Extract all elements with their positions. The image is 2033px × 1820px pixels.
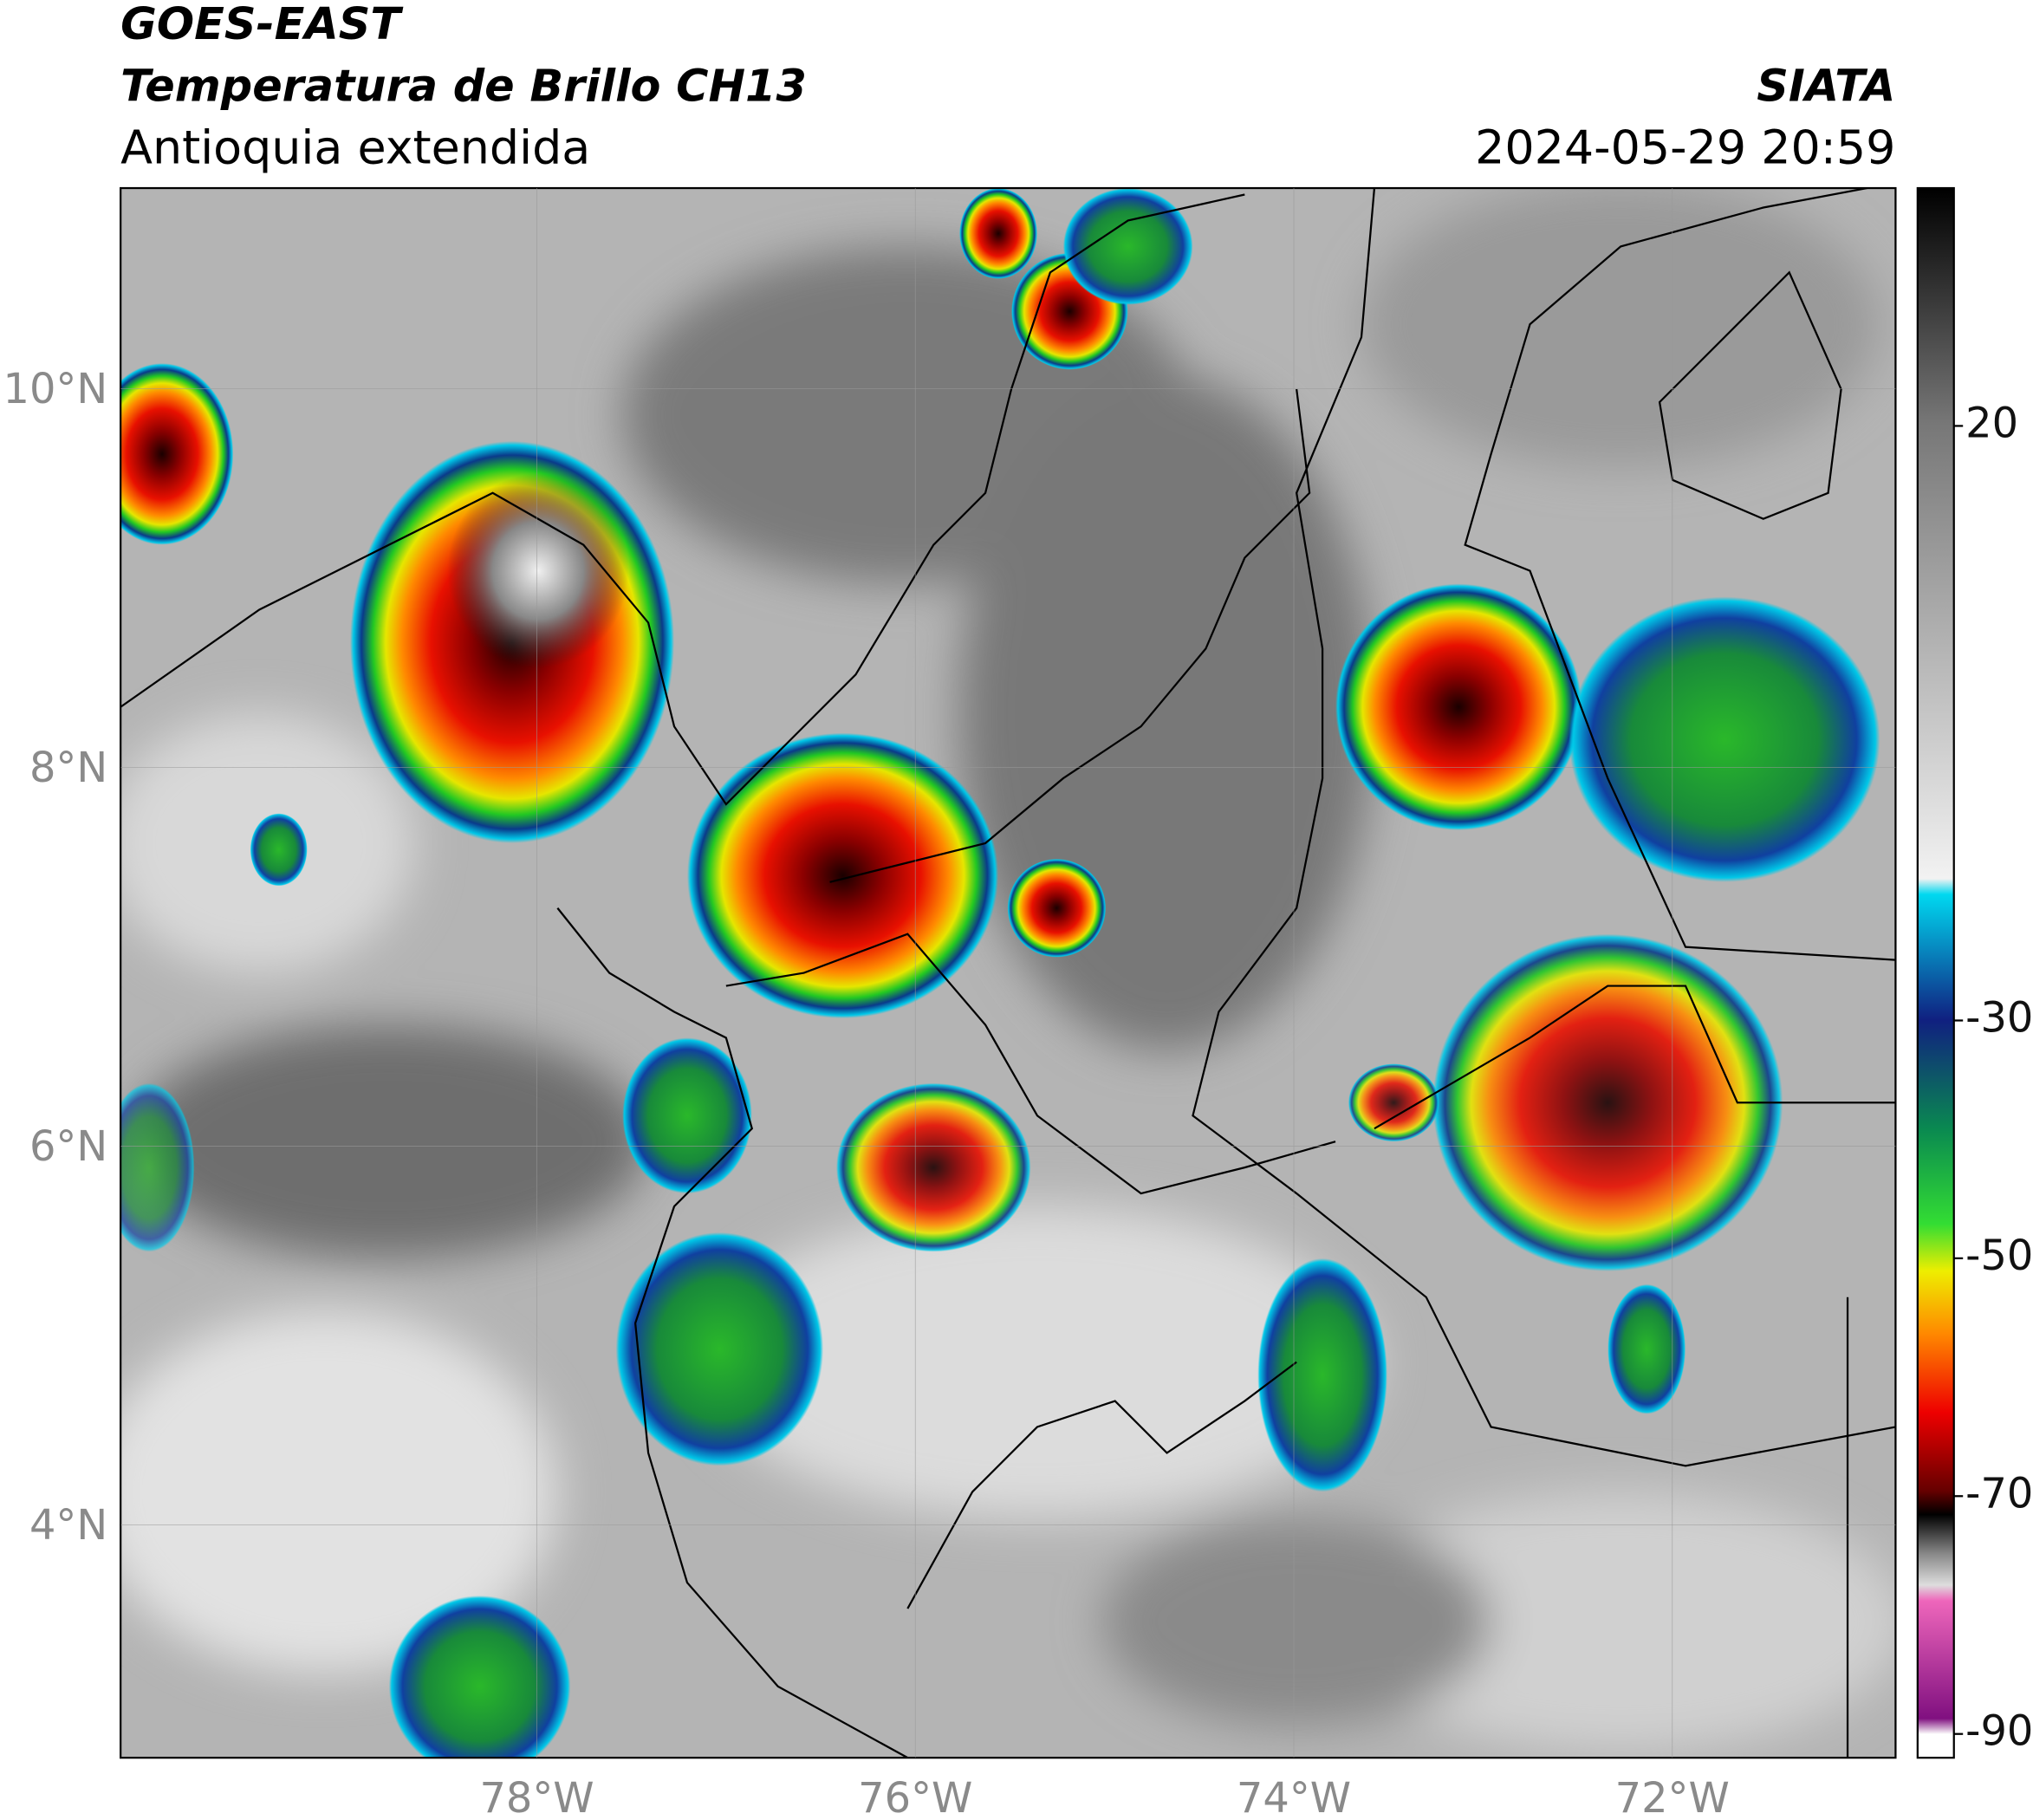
colorbar-tick-label: -70 (1965, 1470, 2033, 1518)
colorbar-tick-label: -30 (1965, 994, 2033, 1042)
cloud-cell (1062, 188, 1193, 305)
storm-cell (120, 363, 234, 545)
storm-cell (1432, 933, 1783, 1271)
storm-cell (959, 188, 1037, 279)
storm-cell (686, 732, 999, 1018)
colorbar-tick-label: -90 (1965, 1708, 2033, 1756)
colorbar-tick-label: -50 (1965, 1232, 2033, 1280)
storm-cell (1335, 583, 1582, 830)
region: Antioquia extendida (120, 120, 590, 175)
storm-cell (1007, 858, 1107, 958)
colorbar-tick-label: 20 (1965, 400, 2018, 447)
storm-cell (836, 1082, 1031, 1252)
satellite-image (120, 188, 1896, 1758)
colorbar (1916, 186, 1955, 1759)
borders (120, 188, 1896, 1758)
cloud-cell (120, 1082, 195, 1252)
y-tick-label: 10°N (3, 366, 108, 413)
cloud-cell (615, 1232, 824, 1466)
y-tick-label: 6°N (29, 1123, 107, 1171)
map-frame (120, 186, 1897, 1759)
cloud-cell (1569, 596, 1880, 882)
storm-cell (1348, 1063, 1439, 1142)
cloud-texture (120, 188, 1896, 1752)
x-tick-label: 74°W (1237, 1775, 1351, 1820)
subtitle: Temperatura de Brillo CH13 (120, 61, 807, 112)
y-tick-label: 4°N (29, 1502, 107, 1550)
source: SIATA (1757, 61, 1895, 112)
cloud-cell (250, 813, 308, 887)
cloud-cell (1608, 1284, 1686, 1414)
x-tick-label: 76°W (858, 1775, 972, 1820)
cloud-cell (1257, 1258, 1387, 1492)
x-tick-label: 72°W (1615, 1775, 1730, 1820)
datetime: 2024-05-29 20:59 (1475, 120, 1895, 175)
cloud-cell (622, 1037, 752, 1194)
x-tick-label: 78°W (479, 1775, 594, 1820)
storm-top (447, 473, 629, 668)
y-tick-label: 8°N (29, 744, 107, 792)
cloud-cell (388, 1596, 571, 1758)
title: GOES-EAST (120, 0, 404, 49)
